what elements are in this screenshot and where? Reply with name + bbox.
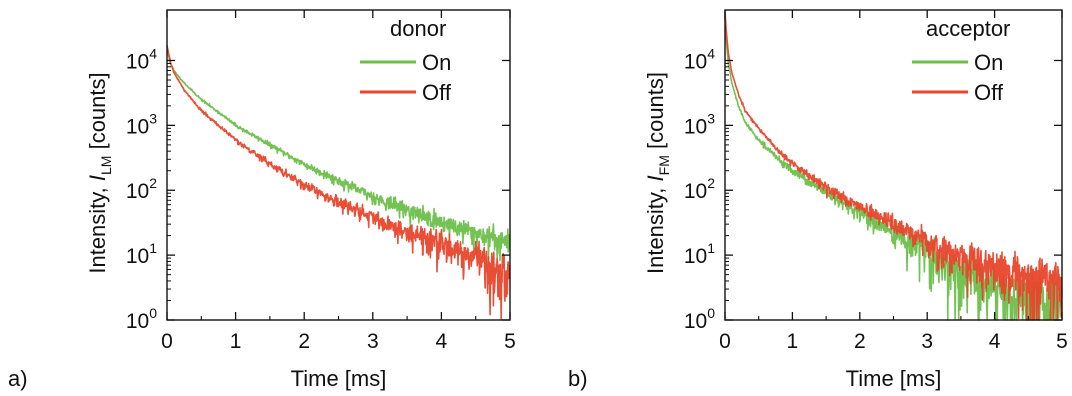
ticks-a: 0 1 2 3 4 5 100 101 102 103 104 bbox=[126, 10, 516, 353]
y-tick-label-a: 100 bbox=[126, 305, 157, 333]
legend-entry-on-a: On bbox=[422, 50, 451, 75]
x-tick-label-b: 1 bbox=[787, 330, 799, 353]
x-tick-label-a: 5 bbox=[504, 330, 516, 353]
panel-label-a: a) bbox=[8, 366, 28, 391]
x-axis-label-b: Time [ms] bbox=[846, 366, 942, 391]
y-axis-label-prefix-b: Intensity, bbox=[643, 181, 668, 274]
x-tick-label-b: 3 bbox=[921, 330, 933, 353]
x-axis-label-a: Time [ms] bbox=[291, 366, 387, 391]
y-tick-label-a: 102 bbox=[126, 175, 157, 203]
y-axis-label-a: Intensity, ILM [counts] bbox=[85, 72, 114, 273]
legend-title-b: acceptor bbox=[926, 16, 1010, 41]
series-layer-b bbox=[724, 12, 1063, 321]
y-axis-label-symbol-a: I bbox=[85, 175, 110, 181]
x-tick-label-a: 3 bbox=[367, 330, 379, 353]
legend-entry-off-a: Off bbox=[422, 80, 452, 105]
y-axis-label-b: Intensity, IFM [counts] bbox=[643, 72, 672, 274]
y-axis-label-suffix-a: [counts] bbox=[85, 72, 110, 155]
legend-a: donor On Off bbox=[360, 16, 452, 105]
x-tick-label-a: 4 bbox=[436, 330, 448, 353]
series-line-off-b bbox=[724, 12, 1063, 321]
series-layer-a bbox=[166, 45, 511, 320]
y-axis-label-subscript-a: LM bbox=[98, 156, 114, 175]
x-tick-label-b: 4 bbox=[989, 330, 1001, 353]
series-line-on-b bbox=[724, 17, 1063, 321]
legend-entry-on-b: On bbox=[974, 50, 1003, 75]
series-line-off-a bbox=[166, 45, 511, 320]
y-tick-label-a: 103 bbox=[126, 110, 157, 138]
panel-b: 0 1 2 3 4 5 100 101 102 103 104 Time [ms] Intensit… bbox=[568, 9, 1068, 391]
y-tick-label-a: 104 bbox=[126, 45, 157, 73]
series-line-on-a bbox=[166, 48, 511, 262]
y-tick-label-a: 101 bbox=[126, 240, 157, 268]
y-axis-label-symbol-b: I bbox=[643, 175, 668, 181]
plot-frame-b bbox=[724, 9, 1063, 321]
x-tick-label-a: 1 bbox=[230, 330, 242, 353]
y-tick-label-b: 101 bbox=[684, 240, 715, 268]
panel-a: 0 1 2 3 4 5 100 101 102 103 104 Time [ms] Intensit… bbox=[8, 9, 516, 391]
x-tick-label-b: 0 bbox=[719, 330, 731, 353]
x-tick-label-b: 5 bbox=[1056, 330, 1068, 353]
y-axis-label-suffix-b: [counts] bbox=[643, 72, 668, 155]
legend-entry-off-b: Off bbox=[974, 80, 1004, 105]
panel-label-b: b) bbox=[568, 366, 588, 391]
y-tick-label-b: 104 bbox=[684, 45, 715, 73]
y-axis-label-prefix-a: Intensity, bbox=[85, 181, 110, 274]
x-tick-label-a: 0 bbox=[161, 330, 173, 353]
plot-frame-a bbox=[166, 9, 511, 321]
y-tick-label-b: 100 bbox=[684, 305, 715, 333]
x-tick-label-a: 2 bbox=[298, 330, 310, 353]
legend-title-a: donor bbox=[390, 16, 446, 41]
legend-b: acceptor On Off bbox=[912, 16, 1010, 105]
y-tick-label-b: 102 bbox=[684, 175, 715, 203]
y-tick-label-b: 103 bbox=[684, 110, 715, 138]
ticks-b: 0 1 2 3 4 5 100 101 102 103 104 bbox=[684, 10, 1068, 353]
x-tick-label-b: 2 bbox=[854, 330, 866, 353]
y-axis-label-subscript-b: FM bbox=[656, 155, 672, 175]
